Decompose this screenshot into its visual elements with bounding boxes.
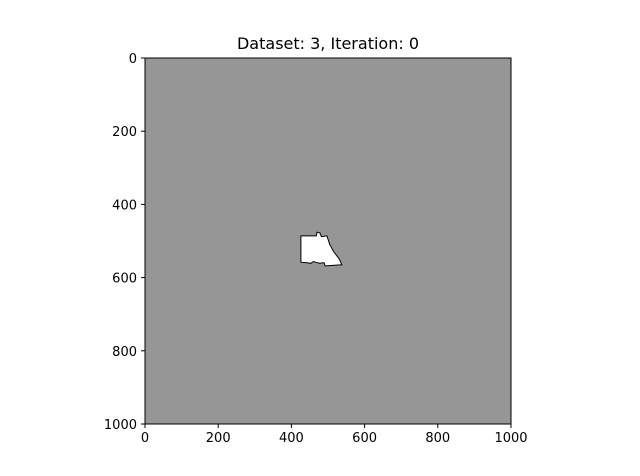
x-tick-label: 200 bbox=[206, 431, 231, 446]
x-tick-label: 400 bbox=[279, 431, 304, 446]
x-tick-label: 600 bbox=[352, 431, 377, 446]
chart-title: Dataset: 3, Iteration: 0 bbox=[237, 34, 419, 53]
y-tick-label: 200 bbox=[112, 125, 137, 140]
x-axis: 0 200 400 600 800 1000 bbox=[141, 424, 528, 446]
x-tick-label: 1000 bbox=[494, 431, 527, 446]
x-tick-label: 800 bbox=[425, 431, 450, 446]
y-tick-label: 0 bbox=[129, 52, 137, 67]
y-axis: 0 200 400 600 800 1000 bbox=[104, 52, 145, 433]
y-tick-label: 600 bbox=[112, 272, 137, 287]
y-tick-label: 800 bbox=[112, 345, 137, 360]
y-tick-label: 400 bbox=[112, 198, 137, 213]
highlighted-region bbox=[300, 231, 343, 267]
x-tick-label: 0 bbox=[141, 431, 149, 446]
plot-frame bbox=[144, 57, 512, 425]
y-tick-label: 1000 bbox=[104, 418, 137, 433]
